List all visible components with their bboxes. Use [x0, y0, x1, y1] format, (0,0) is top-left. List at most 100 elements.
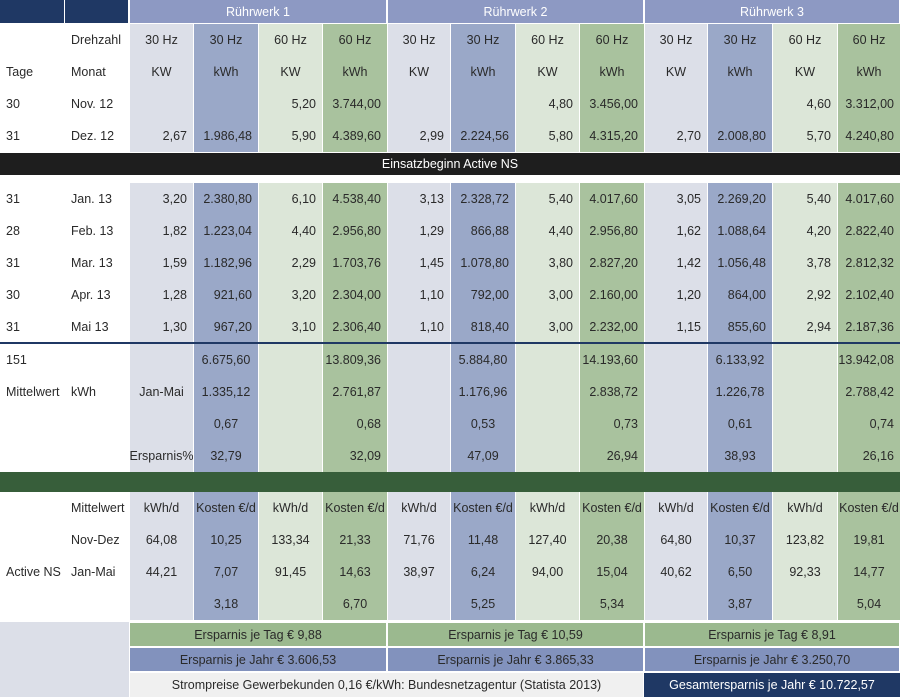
- value-cell: 818,40: [451, 311, 515, 343]
- value-cell: 3,78: [773, 247, 837, 279]
- summary-cell: 26,94: [580, 440, 644, 472]
- summary-cell: 0,61: [708, 408, 772, 440]
- corner-block: [0, 0, 64, 23]
- value-cell: 1,29: [388, 215, 450, 247]
- summary-cell: 151: [0, 344, 65, 376]
- summary-cell: [645, 440, 707, 472]
- unit-header: kWh: [323, 56, 387, 88]
- summary-cell: 32,79: [194, 440, 258, 472]
- summary-cell: Ersparnis%: [130, 440, 193, 472]
- summary-cell: [259, 440, 322, 472]
- summary-cell: 0,74: [838, 408, 900, 440]
- value-cell: [451, 88, 515, 120]
- summary-cell: 0,67: [194, 408, 258, 440]
- unit-header: kWh: [194, 56, 258, 88]
- cost-cell: [130, 588, 193, 620]
- cost-cell: [65, 588, 129, 620]
- value-cell: 864,00: [708, 279, 772, 311]
- cost-cell: 11,48: [451, 524, 515, 556]
- value-cell: [130, 88, 193, 120]
- days-cell: 28: [0, 215, 65, 247]
- cost-cell: kWh/d: [130, 492, 193, 524]
- value-cell: 5,40: [516, 183, 579, 215]
- value-cell: 4,40: [259, 215, 322, 247]
- value-cell: 2.224,56: [451, 120, 515, 152]
- days-cell: 31: [0, 183, 65, 215]
- speed-header: 60 Hz: [580, 24, 644, 56]
- summary-cell: 14.193,60: [580, 344, 644, 376]
- cost-cell: kWh/d: [516, 492, 579, 524]
- summary-cell: [65, 408, 129, 440]
- yearly-saving-bar: Ersparnis je Jahr € 3.250,70: [645, 648, 899, 671]
- yearly-saving-bar: Ersparnis je Jahr € 3.865,33: [388, 648, 643, 671]
- value-cell: 3.456,00: [580, 88, 644, 120]
- summary-cell: 6.675,60: [194, 344, 258, 376]
- month-cell: Dez. 12: [65, 120, 129, 152]
- value-cell: 2,99: [388, 120, 450, 152]
- summary-cell: [130, 344, 193, 376]
- value-cell: 3,80: [516, 247, 579, 279]
- month-cell: Jan. 13: [65, 183, 129, 215]
- unit-header: KW: [516, 56, 579, 88]
- value-cell: 2.328,72: [451, 183, 515, 215]
- cost-cell: Jan-Mai: [65, 556, 129, 588]
- value-cell: 3,05: [645, 183, 707, 215]
- group-header: Rührwerk 1: [130, 0, 386, 23]
- summary-cell: 38,93: [708, 440, 772, 472]
- value-cell: 3,00: [516, 311, 579, 343]
- value-cell: 2.956,80: [323, 215, 387, 247]
- value-cell: 1.182,96: [194, 247, 258, 279]
- cost-cell: 38,97: [388, 556, 450, 588]
- cost-cell: Kosten €/d: [194, 492, 258, 524]
- value-cell: 1,82: [130, 215, 193, 247]
- cost-cell: kWh/d: [388, 492, 450, 524]
- value-cell: 2.956,80: [580, 215, 644, 247]
- unit-header: kWh: [580, 56, 644, 88]
- cost-cell: 20,38: [580, 524, 644, 556]
- value-cell: 1,28: [130, 279, 193, 311]
- row-header: Drehzahl: [65, 24, 129, 56]
- cost-cell: 5,04: [838, 588, 900, 620]
- summary-cell: 26,16: [838, 440, 900, 472]
- value-cell: 5,20: [259, 88, 322, 120]
- summary-cell: 13.809,36: [323, 344, 387, 376]
- value-cell: 4.240,80: [838, 120, 900, 152]
- value-cell: 1.088,64: [708, 215, 772, 247]
- value-cell: 3,13: [388, 183, 450, 215]
- summary-cell: [773, 408, 837, 440]
- cost-cell: Kosten €/d: [838, 492, 900, 524]
- value-cell: 4.017,60: [838, 183, 900, 215]
- daily-saving-bar: Ersparnis je Tag € 10,59: [388, 623, 643, 646]
- value-cell: 6,10: [259, 183, 322, 215]
- speed-header: 60 Hz: [259, 24, 322, 56]
- summary-cell: 13.942,08: [838, 344, 900, 376]
- value-cell: 5,90: [259, 120, 322, 152]
- cost-cell: Kosten €/d: [708, 492, 772, 524]
- cost-cell: 7,07: [194, 556, 258, 588]
- cost-cell: 133,34: [259, 524, 322, 556]
- cost-cell: 40,62: [645, 556, 707, 588]
- value-cell: 1.703,76: [323, 247, 387, 279]
- summary-cell: 1.335,12: [194, 376, 258, 408]
- summary-cell: 0,73: [580, 408, 644, 440]
- cost-cell: [259, 588, 322, 620]
- summary-cell: Jan-Mai: [130, 376, 193, 408]
- unit-header: KW: [773, 56, 837, 88]
- cost-cell: 21,33: [323, 524, 387, 556]
- summary-cell: [516, 344, 579, 376]
- cost-cell: 64,80: [645, 524, 707, 556]
- cost-cell: 5,25: [451, 588, 515, 620]
- summary-cell: [645, 376, 707, 408]
- cost-cell: 6,24: [451, 556, 515, 588]
- summary-cell: [0, 408, 65, 440]
- value-cell: 1,62: [645, 215, 707, 247]
- value-cell: 4,40: [516, 215, 579, 247]
- speed-header: 30 Hz: [645, 24, 707, 56]
- cost-cell: [516, 588, 579, 620]
- summary-cell: [388, 344, 450, 376]
- value-cell: 3,10: [259, 311, 322, 343]
- row-header: Tage: [0, 56, 65, 88]
- cost-cell: 3,18: [194, 588, 258, 620]
- unit-header: KW: [388, 56, 450, 88]
- value-cell: 2,92: [773, 279, 837, 311]
